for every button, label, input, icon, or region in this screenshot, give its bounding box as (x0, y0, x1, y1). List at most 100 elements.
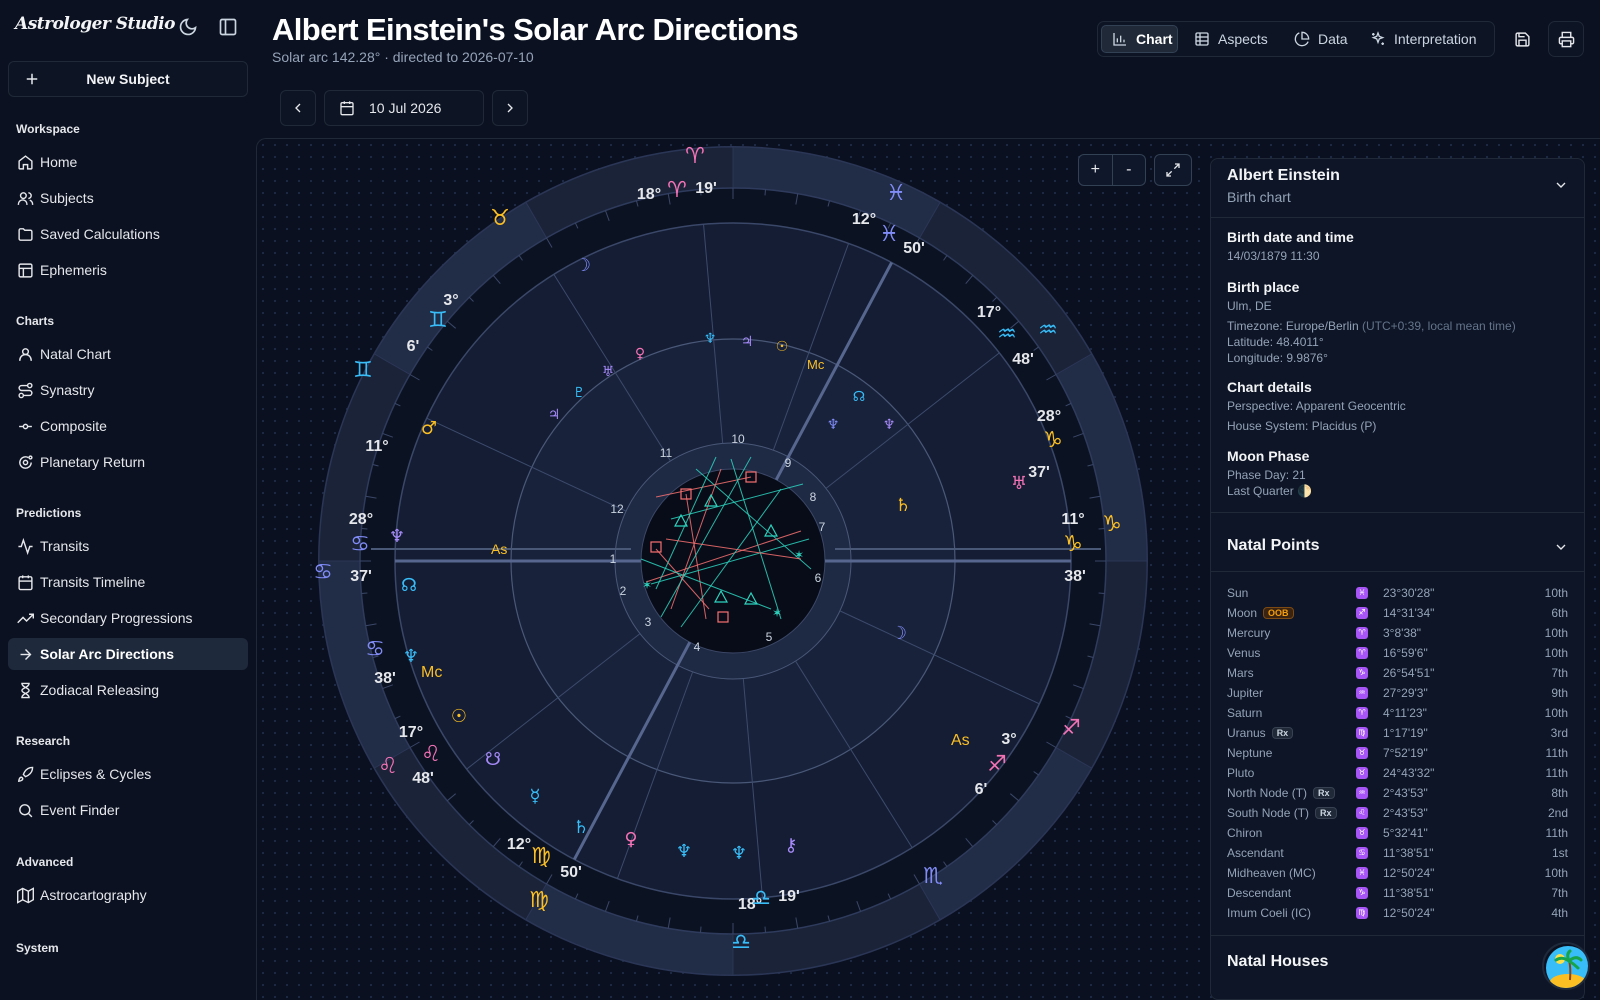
sidebar-item-solar-arc-directions[interactable]: Solar Arc Directions (8, 638, 248, 670)
natal-point-row[interactable]: Venus ♈ 16°59'6" 10th (1211, 643, 1584, 663)
divider (1211, 571, 1584, 572)
zoom-out-button[interactable]: - (1126, 161, 1132, 178)
house-number-3: 3 (645, 615, 652, 629)
print-button[interactable] (1548, 21, 1584, 57)
natal-point-row[interactable]: Moon OOB ♐ 14°31'34" 6th (1211, 603, 1584, 623)
degree-tick (446, 793, 457, 802)
point-position: 16°59'6" (1383, 646, 1428, 660)
natal-point-row[interactable]: Descendant ♑ 11°38'51" 7th (1211, 883, 1584, 903)
sidebar-item-composite[interactable]: Composite (8, 410, 248, 442)
cusp-minute-label: 38' (374, 670, 396, 687)
tab-data[interactable]: Data (1284, 25, 1354, 53)
sidebar-item-planetary-return[interactable]: Planetary Return (8, 446, 248, 478)
point-name: Saturn (1227, 706, 1263, 720)
longitude-value: Longitude: 9.9876° (1227, 351, 1328, 365)
natal-point-row[interactable]: South Node (T) Rx ♌ 2°43'53" 2nd (1211, 803, 1584, 823)
previous-date-button[interactable] (280, 90, 316, 126)
save-button[interactable] (1502, 21, 1542, 57)
natal-point-row[interactable]: Sun ♓ 23°30'28" 10th (1211, 583, 1584, 603)
natal-point-row[interactable]: Mars ♑ 26°54'51" 7th (1211, 663, 1584, 683)
degree-tick (468, 820, 474, 826)
zodiac-glyph-icon: ♒ (1038, 318, 1058, 343)
assistant-avatar[interactable] (1542, 942, 1590, 990)
tab-interpretation[interactable]: Interpretation (1360, 25, 1490, 53)
sidebar-item-natal-chart[interactable]: Natal Chart (8, 338, 248, 370)
square-aspect-marker (717, 611, 729, 623)
point-position: 4°11'23" (1383, 706, 1427, 720)
point-position: 14°31'34" (1383, 606, 1435, 620)
page-title: Albert Einstein's Solar Arc Directions (272, 12, 799, 47)
sidebar-item-event-finder[interactable]: Event Finder (8, 794, 248, 826)
natal-point-row[interactable]: Saturn ♈ 4°11'23" 10th (1211, 703, 1584, 723)
phase-day-value: Phase Day: 21 (1227, 468, 1306, 482)
natal-planet-icon: ♃ (548, 407, 561, 423)
sidebar-item-eclipses-cycles[interactable]: Eclipses & Cycles (8, 758, 248, 790)
sidebar-item-ephemeris[interactable]: Ephemeris (8, 254, 248, 286)
natal-point-row[interactable]: Mercury ♈ 3°8'38" 10th (1211, 623, 1584, 643)
sidebar-item-secondary-progressions[interactable]: Secondary Progressions (8, 602, 248, 634)
degree-tick (1046, 374, 1057, 381)
natal-point-row[interactable]: Chiron ♉ 5°32'41" 11th (1211, 823, 1584, 843)
directed-planet-icon: ♆ (403, 646, 419, 667)
trine-aspect-marker (703, 493, 719, 507)
calendar-icon (340, 101, 354, 116)
natal-planet-icon: ♇ (573, 385, 586, 401)
sidebar-item-transits-timeline[interactable]: Transits Timeline (8, 566, 248, 598)
aspect-line (650, 538, 810, 585)
degree-tick (468, 296, 474, 302)
cusp-degree-label: 3° (443, 292, 458, 309)
zodiac-glyph-icon: ♊ (353, 358, 373, 383)
degree-tick (992, 296, 998, 302)
tab-aspects[interactable]: Aspects (1184, 25, 1278, 53)
chevron-right-icon (507, 103, 513, 113)
square-aspect-marker (650, 541, 662, 553)
degree-tick (394, 402, 401, 407)
natal-point-row[interactable]: Pluto ♉ 24°43'32" 11th (1211, 763, 1584, 783)
point-house: 9th (1551, 686, 1568, 700)
natal-point-row[interactable]: Jupiter ♒ 27°29'3" 9th (1211, 683, 1584, 703)
natal-planet-icon: ☊ (853, 389, 865, 405)
natal-point-row[interactable]: Imum Coeli (IC) ♍ 12°50'24" 4th (1211, 903, 1584, 923)
collapse-subject-chevron-icon[interactable] (1553, 177, 1569, 193)
sidebar-item-label: Zodiacal Releasing (40, 682, 160, 698)
sidebar-item-zodiacal-releasing[interactable]: Zodiacal Releasing (8, 674, 248, 706)
degree-tick (943, 861, 948, 867)
sidebar-item-synastry[interactable]: Synastry (8, 374, 248, 406)
sidebar-item-astrocartography[interactable]: Astrocartography (8, 879, 248, 911)
degree-tick (1065, 402, 1072, 407)
cusp-minute-label: 6' (975, 781, 988, 798)
moon-icon[interactable] (178, 17, 198, 37)
degree-tick (365, 623, 377, 627)
house-number-12: 12 (610, 502, 624, 516)
point-house: 1st (1551, 846, 1568, 860)
angle-axis (572, 641, 692, 861)
house-number-2: 2 (620, 584, 627, 598)
natal-point-row[interactable]: Ascendant ♋ 11°38'51" 1st (1211, 843, 1584, 863)
birth-place-heading: Birth place (1227, 279, 1300, 295)
tab-chart[interactable]: Chart (1101, 25, 1178, 53)
zodiac-sign-icon: ♋ (1356, 847, 1368, 859)
date-picker[interactable]: 10 Jul 2026 (324, 90, 484, 126)
degree-tick (827, 915, 831, 922)
natal-point-row[interactable]: North Node (T) Rx ♒ 2°43'53" 8th (1211, 783, 1584, 803)
natal-point-row[interactable]: Midheaven (MC) ♓ 12°50'24" 10th (1211, 863, 1584, 883)
zoom-in-button[interactable]: + (1079, 155, 1113, 185)
degree-tick (943, 255, 948, 261)
sidebar-item-subjects[interactable]: Subjects (8, 182, 248, 214)
natal-planet-icon: ♆ (827, 417, 840, 433)
natal-point-row[interactable]: Uranus Rx ♍ 1°17'19" 3rd (1211, 723, 1584, 743)
fullscreen-button[interactable] (1154, 154, 1192, 186)
degree-tick (1098, 527, 1105, 530)
natal-point-row[interactable]: Neptune ♉ 7°52'19" 11th (1211, 743, 1584, 763)
new-subject-button[interactable]: New Subject (8, 61, 248, 97)
sidebar-item-home[interactable]: Home (8, 146, 248, 178)
sidebar-item-saved-calculations[interactable]: Saved Calculations (8, 218, 248, 250)
next-date-button[interactable] (492, 90, 528, 126)
sidebar-item-label: Planetary Return (40, 454, 146, 470)
natal-planet-icon: ♅ (602, 364, 615, 380)
sidebar-toggle-icon[interactable] (218, 17, 238, 37)
sidebar-item-transits[interactable]: Transits (8, 530, 248, 562)
collapse-natal-points-chevron-icon[interactable] (1553, 539, 1569, 555)
app-brand[interactable]: Astrologer Studio (15, 14, 175, 34)
